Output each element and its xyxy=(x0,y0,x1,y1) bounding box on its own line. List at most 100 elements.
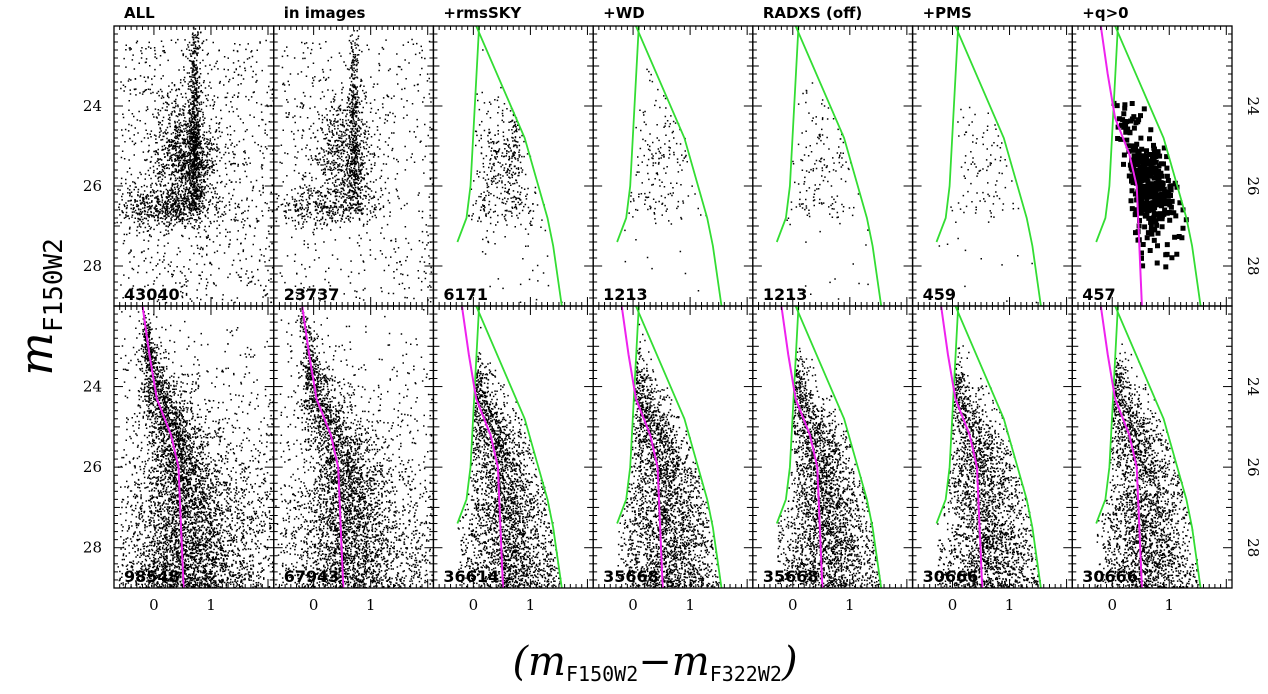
y-axis-title: mF150W2 xyxy=(9,238,69,376)
star-points xyxy=(786,82,869,300)
star-count-label: 459 xyxy=(923,285,956,304)
panel-points xyxy=(786,82,869,300)
star-count-label: 30666 xyxy=(923,567,979,586)
x-tick-label: 1 xyxy=(685,596,695,614)
star-points xyxy=(457,326,562,588)
star-points xyxy=(275,30,434,303)
panel-ticks xyxy=(1072,26,1232,306)
y-tick-label-left: 24 xyxy=(83,378,102,396)
panel-points xyxy=(275,308,434,588)
panel-ticks xyxy=(273,306,434,588)
x-title-sub1: F150W2 xyxy=(566,662,638,686)
panel-frame xyxy=(752,25,914,307)
panel-ticks xyxy=(114,26,274,306)
panel-bottom-1: 98548 xyxy=(113,305,275,589)
x-tick-label: 0 xyxy=(309,596,319,614)
panel-title: +rmsSKY xyxy=(443,4,522,22)
fiducial-line xyxy=(620,306,664,588)
y-tick-label-left: 28 xyxy=(83,539,102,557)
x-axis-title: (mF150W2−mF322W2) xyxy=(512,639,797,686)
x-tick-label: 0 xyxy=(469,596,479,614)
panel-top-4: 1213 xyxy=(592,25,754,307)
star-count-label: 35668 xyxy=(763,567,819,586)
selection-line-right xyxy=(635,306,723,588)
y-tick-label-right: 24 xyxy=(1244,377,1262,396)
star-count-label: 1213 xyxy=(763,285,808,304)
panel-top-5: 1213 xyxy=(752,25,914,307)
x-title-open: ( xyxy=(512,639,529,685)
x-tick-label: 1 xyxy=(845,596,855,614)
x-tick-label: 0 xyxy=(948,596,958,614)
fiducial-line xyxy=(1099,306,1143,588)
x-tick-label: 0 xyxy=(149,596,159,614)
x-title-sub2: F322W2 xyxy=(710,662,782,686)
x-tick-label: 1 xyxy=(1005,596,1015,614)
panel-ticks xyxy=(1072,306,1232,588)
panel-points xyxy=(114,27,274,304)
y-tick-label-left: 26 xyxy=(83,458,102,476)
selection-line-left xyxy=(935,306,960,524)
selection-line-right xyxy=(954,306,1042,588)
fiducial-line xyxy=(301,306,345,588)
star-count-label: 67943 xyxy=(284,567,340,586)
star-count-label: 43040 xyxy=(124,285,180,304)
star-points xyxy=(618,68,707,292)
x-tick-label: 1 xyxy=(526,596,536,614)
axis-titles: mF150W2 (mF150W2−mF322W2) xyxy=(9,238,798,686)
x-tick-label: 1 xyxy=(366,596,376,614)
star-count-label: 36614 xyxy=(443,567,499,586)
x-title-m2: m xyxy=(672,639,710,685)
x-title-close: ) xyxy=(781,639,798,685)
panel-top-7: 457 xyxy=(1071,25,1233,307)
y-tick-label-right: 28 xyxy=(1244,256,1262,275)
star-count-label: 6171 xyxy=(443,285,488,304)
panel-title: ALL xyxy=(124,4,155,22)
y-tick-label-left: 24 xyxy=(83,97,102,115)
panel-bottom-7: 30666 xyxy=(1071,305,1233,589)
panel-top-6: 459 xyxy=(911,25,1073,307)
x-title-m1: m xyxy=(528,639,566,685)
selection-line-right xyxy=(794,26,883,306)
panel-points xyxy=(457,326,562,588)
star-points xyxy=(1096,343,1200,588)
x-tick-label: 1 xyxy=(206,596,216,614)
y-tick-label-right: 28 xyxy=(1244,538,1262,557)
star-count-label: 23737 xyxy=(284,285,340,304)
selection-line-left xyxy=(775,26,800,243)
panel-bottom-6: 30666 xyxy=(911,305,1073,589)
binary-candidates xyxy=(1111,100,1189,270)
fiducial-line xyxy=(940,306,984,588)
panel-title: +q>0 xyxy=(1082,4,1128,22)
star-points xyxy=(117,310,274,588)
y-axis-title-sub: F150W2 xyxy=(39,238,69,332)
panel-title: in images xyxy=(284,4,366,22)
selection-line-left xyxy=(1095,26,1119,243)
panel-ticks xyxy=(114,306,274,588)
star-count-label: 35668 xyxy=(603,567,659,586)
panel-points xyxy=(617,323,722,588)
panel-top-2: 23737 xyxy=(273,25,435,307)
panel-points xyxy=(777,347,882,588)
selection-line-left xyxy=(456,26,480,243)
star-points xyxy=(617,323,722,588)
x-tick-label: 0 xyxy=(628,596,638,614)
panel-ticks xyxy=(912,306,1073,588)
panel-ticks xyxy=(593,306,753,588)
panel-ticks xyxy=(433,306,594,588)
panel-ticks xyxy=(433,26,594,306)
panel-ticks xyxy=(273,26,434,306)
panel-title: +WD xyxy=(603,4,645,22)
panel-top-3: 6171 xyxy=(432,25,594,307)
panel-frame xyxy=(432,25,594,307)
selection-line-left xyxy=(935,26,960,243)
panel-ticks xyxy=(593,26,753,306)
panel-top-1: 43040 xyxy=(113,25,275,307)
selection-line-right xyxy=(475,26,563,306)
x-tick-label: 1 xyxy=(1164,596,1174,614)
panel-points xyxy=(1096,343,1200,588)
x-title-minus: − xyxy=(638,639,672,685)
panel-title: +PMS xyxy=(923,4,972,22)
panel-ticks xyxy=(912,26,1073,306)
panels: 43040 ALL 23737 in images 6171 +rmsSKY 1213 +WD… xyxy=(83,4,1262,614)
panel-frame xyxy=(911,25,1073,307)
